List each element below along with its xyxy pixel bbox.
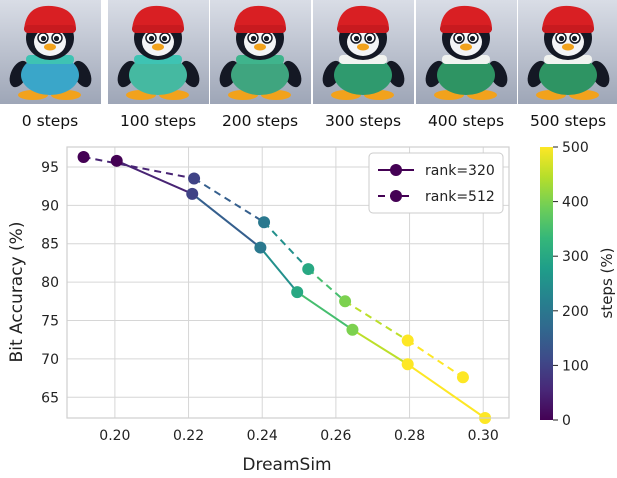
x-axis-label: DreamSim <box>242 455 331 475</box>
series-line-segment <box>193 177 265 224</box>
colorbar-tick-label: 400 <box>562 195 589 211</box>
data-point <box>346 323 359 336</box>
bit-accuracy-chart: 0.20 0.22 0.24 0.26 0.28 0.30 65 70 75 80 85 90 95 D… <box>7 140 616 475</box>
series-line-segment <box>263 221 309 270</box>
colorbar-tick-label: 500 <box>562 140 589 156</box>
x-tick-label: 0.28 <box>394 428 425 444</box>
colorbar-tick-label: 0 <box>562 413 571 429</box>
x-tick-label: 0.26 <box>320 428 351 444</box>
data-point <box>291 286 304 299</box>
colorbar-tick-label: 100 <box>562 358 589 374</box>
data-point <box>254 241 267 254</box>
data-point <box>456 371 469 384</box>
colorbar-tick-label: 300 <box>562 249 589 265</box>
legend-marker <box>390 164 402 176</box>
x-tick-label: 0.20 <box>99 428 130 444</box>
y-tick-label: 90 <box>41 198 59 214</box>
data-point <box>302 263 315 276</box>
thumbnail-caption: 100 steps <box>119 112 197 130</box>
thumbnail-caption: 500 steps <box>529 112 607 130</box>
y-tick-label: 65 <box>41 390 59 406</box>
y-tick-label: 80 <box>41 275 59 291</box>
legend-box <box>368 152 504 214</box>
colorbar-tick-label: 200 <box>562 304 589 320</box>
data-point <box>77 150 90 163</box>
colorbar-label: steps (%) <box>598 248 616 319</box>
data-point <box>258 216 271 229</box>
y-tick-label: 75 <box>41 314 59 330</box>
series-line-segment <box>116 159 193 195</box>
data-point <box>186 187 199 200</box>
legend-label: rank=320 <box>425 163 495 179</box>
series-line-segment <box>83 155 195 180</box>
x-tick-label: 0.30 <box>468 428 499 444</box>
legend-marker <box>390 190 402 202</box>
thumbnail-image <box>108 0 209 104</box>
x-tick-label: 0.24 <box>247 428 278 444</box>
series-line-segment <box>344 300 409 342</box>
series-line-segment <box>259 246 298 293</box>
thumbnail-caption: 200 steps <box>221 112 299 130</box>
series-line-segment <box>296 291 354 331</box>
series-line-segment <box>191 193 261 249</box>
thumbnail-strip: 0 steps 100 steps 200 steps 300 steps 400 st… <box>0 0 617 135</box>
series-line-segment <box>351 328 409 366</box>
data-point <box>188 172 201 185</box>
data-point <box>401 358 414 371</box>
thumbnail-image <box>416 0 517 104</box>
y-tick-label: 70 <box>41 352 59 368</box>
data-point <box>339 295 352 308</box>
series-line-segment <box>407 363 486 419</box>
y-axis-label: Bit Accuracy (%) <box>7 222 27 363</box>
y-tick-label: 95 <box>41 160 59 176</box>
thumbnail-image <box>518 0 617 104</box>
y-tick-label: 85 <box>41 237 59 253</box>
thumbnail-image <box>210 0 311 104</box>
thumbnail-image <box>313 0 414 104</box>
data-point <box>401 334 414 347</box>
legend-label: rank=512 <box>425 189 495 205</box>
x-tick-label: 0.22 <box>173 428 204 444</box>
thumbnail-caption: 400 steps <box>427 112 505 130</box>
thumbnail-caption: 300 steps <box>324 112 402 130</box>
thumbnail-caption: 0 steps <box>21 112 79 130</box>
colorbar <box>540 147 553 420</box>
thumbnail-image <box>0 0 101 104</box>
plot-frame <box>66 146 510 419</box>
data-point <box>110 154 123 167</box>
series-line-segment <box>307 268 346 303</box>
